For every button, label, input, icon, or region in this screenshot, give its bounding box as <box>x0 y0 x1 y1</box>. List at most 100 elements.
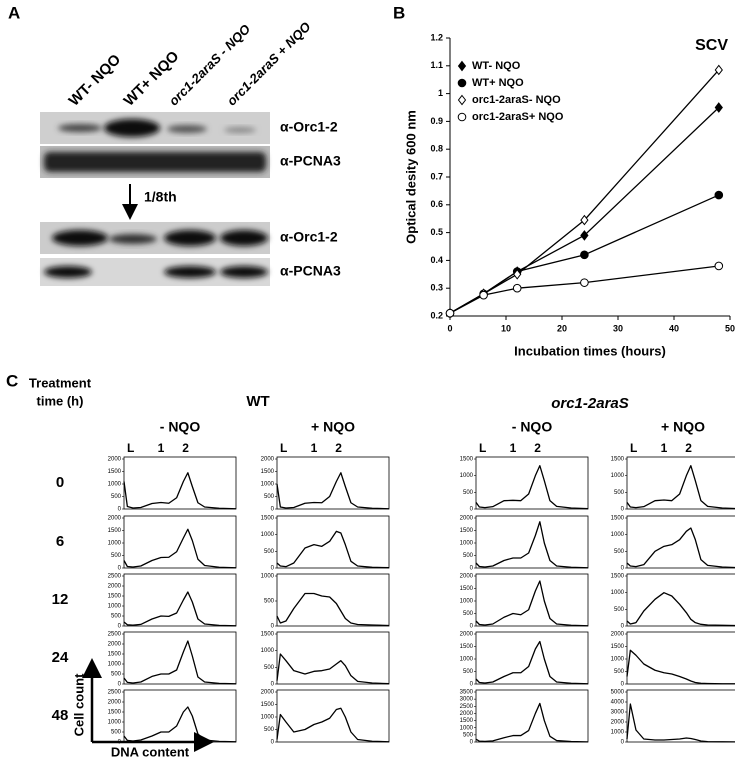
y-tick-label: 0.2 <box>430 310 443 320</box>
row-label: 0 <box>56 474 64 491</box>
y-tick-label: 3000 <box>460 697 474 703</box>
y-tick-label: 1000 <box>460 473 474 479</box>
y-tick-label: 0 <box>621 566 625 572</box>
y-tick-label: 2000 <box>108 700 122 706</box>
column-header: - NQO <box>512 419 553 435</box>
y-tick-label: 1.1 <box>430 60 443 70</box>
peak-label: L <box>127 441 134 455</box>
plot-frame <box>475 456 589 510</box>
peak-label: 1 <box>158 441 165 455</box>
y-tick-label: 500 <box>463 490 474 496</box>
y-tick-label: 500 <box>463 669 474 675</box>
histogram-line <box>123 472 237 510</box>
plot-frame <box>626 515 735 569</box>
y-tick-label: 500 <box>111 494 122 500</box>
y-tick-label: 500 <box>614 607 625 613</box>
x-tick-label: 40 <box>669 323 679 333</box>
y-tick-label: 500 <box>264 665 275 671</box>
y-tick-label: 500 <box>614 549 625 555</box>
marker <box>479 290 488 300</box>
y-tick-label: 0.5 <box>430 227 443 237</box>
histogram-line <box>626 592 735 627</box>
histogram-line <box>123 640 237 685</box>
legend-marker <box>457 60 467 72</box>
y-tick-label: 1500 <box>460 457 474 463</box>
y-tick-label: 2000 <box>261 457 275 463</box>
y-tick-label: 0.4 <box>430 255 443 265</box>
y-tick-label: 0 <box>118 566 122 572</box>
marker <box>714 261 724 271</box>
y-tick-label: 0 <box>271 566 275 572</box>
blot <box>40 112 270 144</box>
y-tick-label: 2500 <box>108 690 122 696</box>
y-tick-label: 500 <box>463 611 474 617</box>
blot-label: α-Orc1-2 <box>280 229 338 245</box>
histogram-line <box>475 465 589 510</box>
y-tick-label: 2000 <box>261 690 275 696</box>
histogram-line <box>626 527 735 569</box>
y-tick-label: 500 <box>614 669 625 675</box>
plot-frame <box>123 515 237 569</box>
y-tick-label: 0 <box>470 740 474 746</box>
marker <box>445 308 455 318</box>
y-tick-label: 1000 <box>460 725 474 731</box>
y-tick-label: 0 <box>118 624 122 630</box>
y-tick-label: 500 <box>264 494 275 500</box>
y-tick-label: 0 <box>271 507 275 513</box>
y-tick-label: 1000 <box>611 657 625 663</box>
peak-label: 1 <box>510 441 517 455</box>
histogram-line <box>123 706 237 743</box>
y-tick-label: 500 <box>111 672 122 678</box>
y-tick-label: 1500 <box>611 574 625 580</box>
row-label: 24 <box>52 649 69 666</box>
row-header: Treatment <box>29 375 92 390</box>
y-tick-label: 2500 <box>460 704 474 710</box>
y-tick-label: 0 <box>470 624 474 630</box>
y-tick-label: 0.7 <box>430 171 443 181</box>
marker <box>714 190 724 200</box>
x-tick-label: 0 <box>447 323 452 333</box>
y-tick-label: 1500 <box>460 528 474 534</box>
histogram-line <box>475 702 589 743</box>
y-tick-label: 1500 <box>108 652 122 658</box>
y-tick-label: 1500 <box>611 516 625 522</box>
y-tick-label: 1500 <box>108 469 122 475</box>
axis-label: DNA content <box>111 744 190 759</box>
y-tick-label: 1500 <box>460 586 474 592</box>
marker <box>580 250 589 260</box>
x-axis-label: Incubation times (hours) <box>514 343 666 358</box>
column-header: + NQO <box>311 419 355 435</box>
y-tick-label: 500 <box>264 599 275 605</box>
y-axis-label: Optical desity 600 nm <box>403 110 418 244</box>
y-tick-label: 2500 <box>108 574 122 580</box>
histogram-line <box>123 528 237 569</box>
row-header: time (h) <box>37 393 84 408</box>
column-header: + NQO <box>661 419 705 435</box>
y-tick-label: 0 <box>470 507 474 513</box>
histogram-line <box>123 591 237 627</box>
y-tick-label: 500 <box>111 730 122 736</box>
blot <box>40 222 270 254</box>
plot-frame <box>123 631 237 685</box>
lane-label: WT- NQO <box>66 51 125 110</box>
y-tick-label: 3000 <box>611 710 625 716</box>
marker <box>513 268 522 280</box>
panel-label: C <box>6 371 18 390</box>
y-tick-label: 1000 <box>261 715 275 721</box>
y-tick-label: 1000 <box>611 473 625 479</box>
y-tick-label: 0 <box>621 682 625 688</box>
plot-frame <box>626 456 735 510</box>
y-tick-label: 0.9 <box>430 116 443 126</box>
y-tick-label: 1000 <box>108 541 122 547</box>
peak-label: L <box>630 441 637 455</box>
y-tick-label: 0.3 <box>430 283 443 293</box>
y-tick-label: 1500 <box>261 469 275 475</box>
y-tick-label: 1 <box>438 88 443 98</box>
histogram-line <box>475 640 589 685</box>
marker <box>580 230 589 241</box>
y-tick-label: 0 <box>470 682 474 688</box>
y-tick-label: 0 <box>118 682 122 688</box>
y-tick-label: 500 <box>463 553 474 559</box>
